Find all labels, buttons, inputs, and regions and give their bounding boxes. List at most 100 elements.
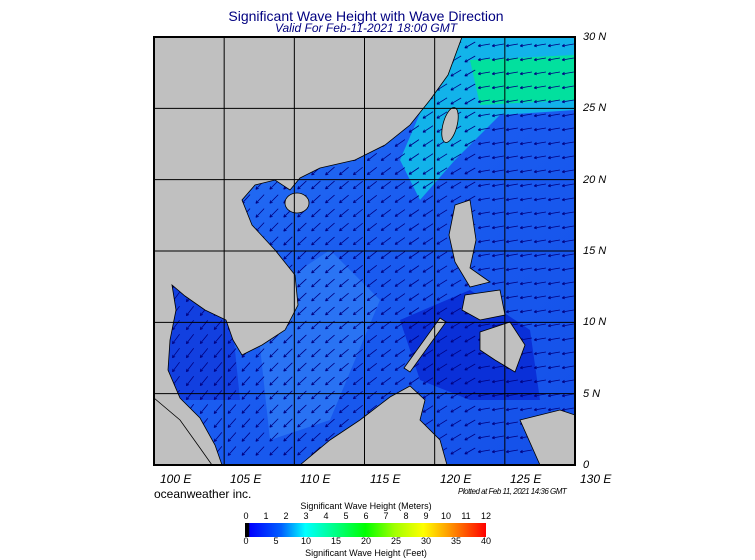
wave-arrow [325, 180, 335, 190]
wave-arrow [269, 348, 279, 358]
wave-arrow [255, 390, 265, 400]
taiwan [441, 107, 459, 143]
wave-arrow [325, 278, 335, 288]
wave-arrow [436, 405, 448, 413]
wave-arrow [547, 365, 560, 370]
wave-arrow [519, 183, 532, 188]
wave-arrow [561, 127, 574, 132]
wave-arrow [283, 222, 293, 232]
wave-arrow [213, 376, 223, 386]
wave-arrow [547, 211, 560, 216]
wave-arrow [408, 307, 420, 315]
wave-arrow [436, 363, 448, 371]
wave-map [153, 36, 576, 466]
wave-arrow [477, 407, 490, 412]
wave-arrow [269, 194, 279, 204]
wave-arrow [561, 337, 574, 342]
wave-arrow [269, 334, 279, 344]
wave-arrow [464, 55, 476, 63]
wave-arrow [561, 253, 574, 258]
wave-arrow [561, 57, 574, 62]
wave-arrow [505, 99, 518, 104]
colorbar-feet-label: 0 [243, 536, 249, 546]
lat-label: 30 N [583, 31, 607, 43]
wave-arrow [352, 264, 363, 274]
wave-arrow [519, 267, 532, 272]
wave-arrow [450, 83, 462, 91]
wave-arrow [241, 446, 251, 456]
wave-arrow [491, 435, 504, 440]
wave-arrow [185, 362, 194, 373]
lat-label: 10 N [583, 316, 607, 329]
wave-arrow [477, 71, 490, 76]
wave-arrow [547, 267, 560, 272]
wave-arrow [297, 264, 307, 274]
wave-arrow [477, 253, 490, 258]
wave-arrow [547, 253, 560, 258]
wave-arrow [297, 362, 307, 372]
wave-arrow [380, 307, 392, 315]
lon-label: 130 E [580, 472, 612, 486]
wave-arrow [339, 306, 349, 316]
wave-arrow [519, 379, 532, 384]
colorbar-feet-label: 40 [480, 536, 492, 546]
wave-arrow [394, 363, 406, 371]
wave-arrow [422, 265, 434, 273]
wave-arrow [464, 349, 476, 357]
wave-arrow [547, 57, 560, 62]
wave-arrow [422, 405, 434, 413]
wave-arrow [352, 236, 363, 246]
wave-arrow [199, 334, 209, 345]
wave-arrow [269, 404, 279, 414]
wave-arrow [366, 195, 377, 204]
wave-arrow [464, 433, 476, 441]
wave-arrow [394, 181, 406, 189]
mainland-asia [154, 37, 463, 465]
wave-arrow [547, 155, 560, 160]
wave-arrow [325, 250, 335, 260]
wave-arrow [408, 293, 420, 301]
wave-arrow [255, 376, 265, 386]
wave-arrow [450, 97, 462, 105]
wave-arrow [213, 432, 223, 442]
wave-arrow [491, 197, 504, 202]
wave-arrow [339, 278, 349, 288]
wave-arrow [519, 43, 532, 48]
wave-arrow [436, 419, 448, 427]
wave-arrow [533, 197, 546, 202]
wave-arrow [491, 365, 504, 370]
wave-arrow [408, 195, 420, 203]
wave-arrow [380, 293, 392, 301]
lon-label: 110 E [300, 472, 331, 486]
wave-arrow [547, 225, 560, 230]
wave-arrow [464, 125, 476, 133]
wave-arrow [269, 418, 279, 428]
wave-arrow [297, 306, 307, 316]
wave-arrow [464, 335, 476, 343]
wave-arrow [436, 293, 448, 301]
wave-arrow [519, 225, 532, 230]
wave-arrow [269, 390, 279, 400]
wave-arrow [450, 391, 462, 399]
wave-arrow [394, 167, 406, 175]
colorbar-meter-label: 7 [383, 511, 389, 521]
wave-arrow [297, 278, 307, 288]
wave-arrow [533, 85, 546, 90]
map-frame [153, 36, 576, 466]
wave-arrow [339, 166, 349, 176]
wave-arrow [477, 43, 490, 48]
wave-arrow [519, 197, 532, 202]
wave-arrow [283, 236, 293, 246]
wave-arrow [339, 292, 349, 302]
wave-arrow [561, 43, 574, 48]
lon-label: 105 E [230, 472, 262, 486]
wave-arrow [366, 377, 377, 386]
lat-label: 5 N [583, 387, 601, 400]
wave-arrow [505, 211, 518, 216]
wave-arrow [505, 295, 518, 300]
wave-arrow [436, 111, 448, 119]
wave-arrow [505, 169, 518, 174]
wave-arrow [477, 393, 490, 398]
wave-arrow [422, 293, 434, 301]
wave-arrow [464, 69, 476, 77]
